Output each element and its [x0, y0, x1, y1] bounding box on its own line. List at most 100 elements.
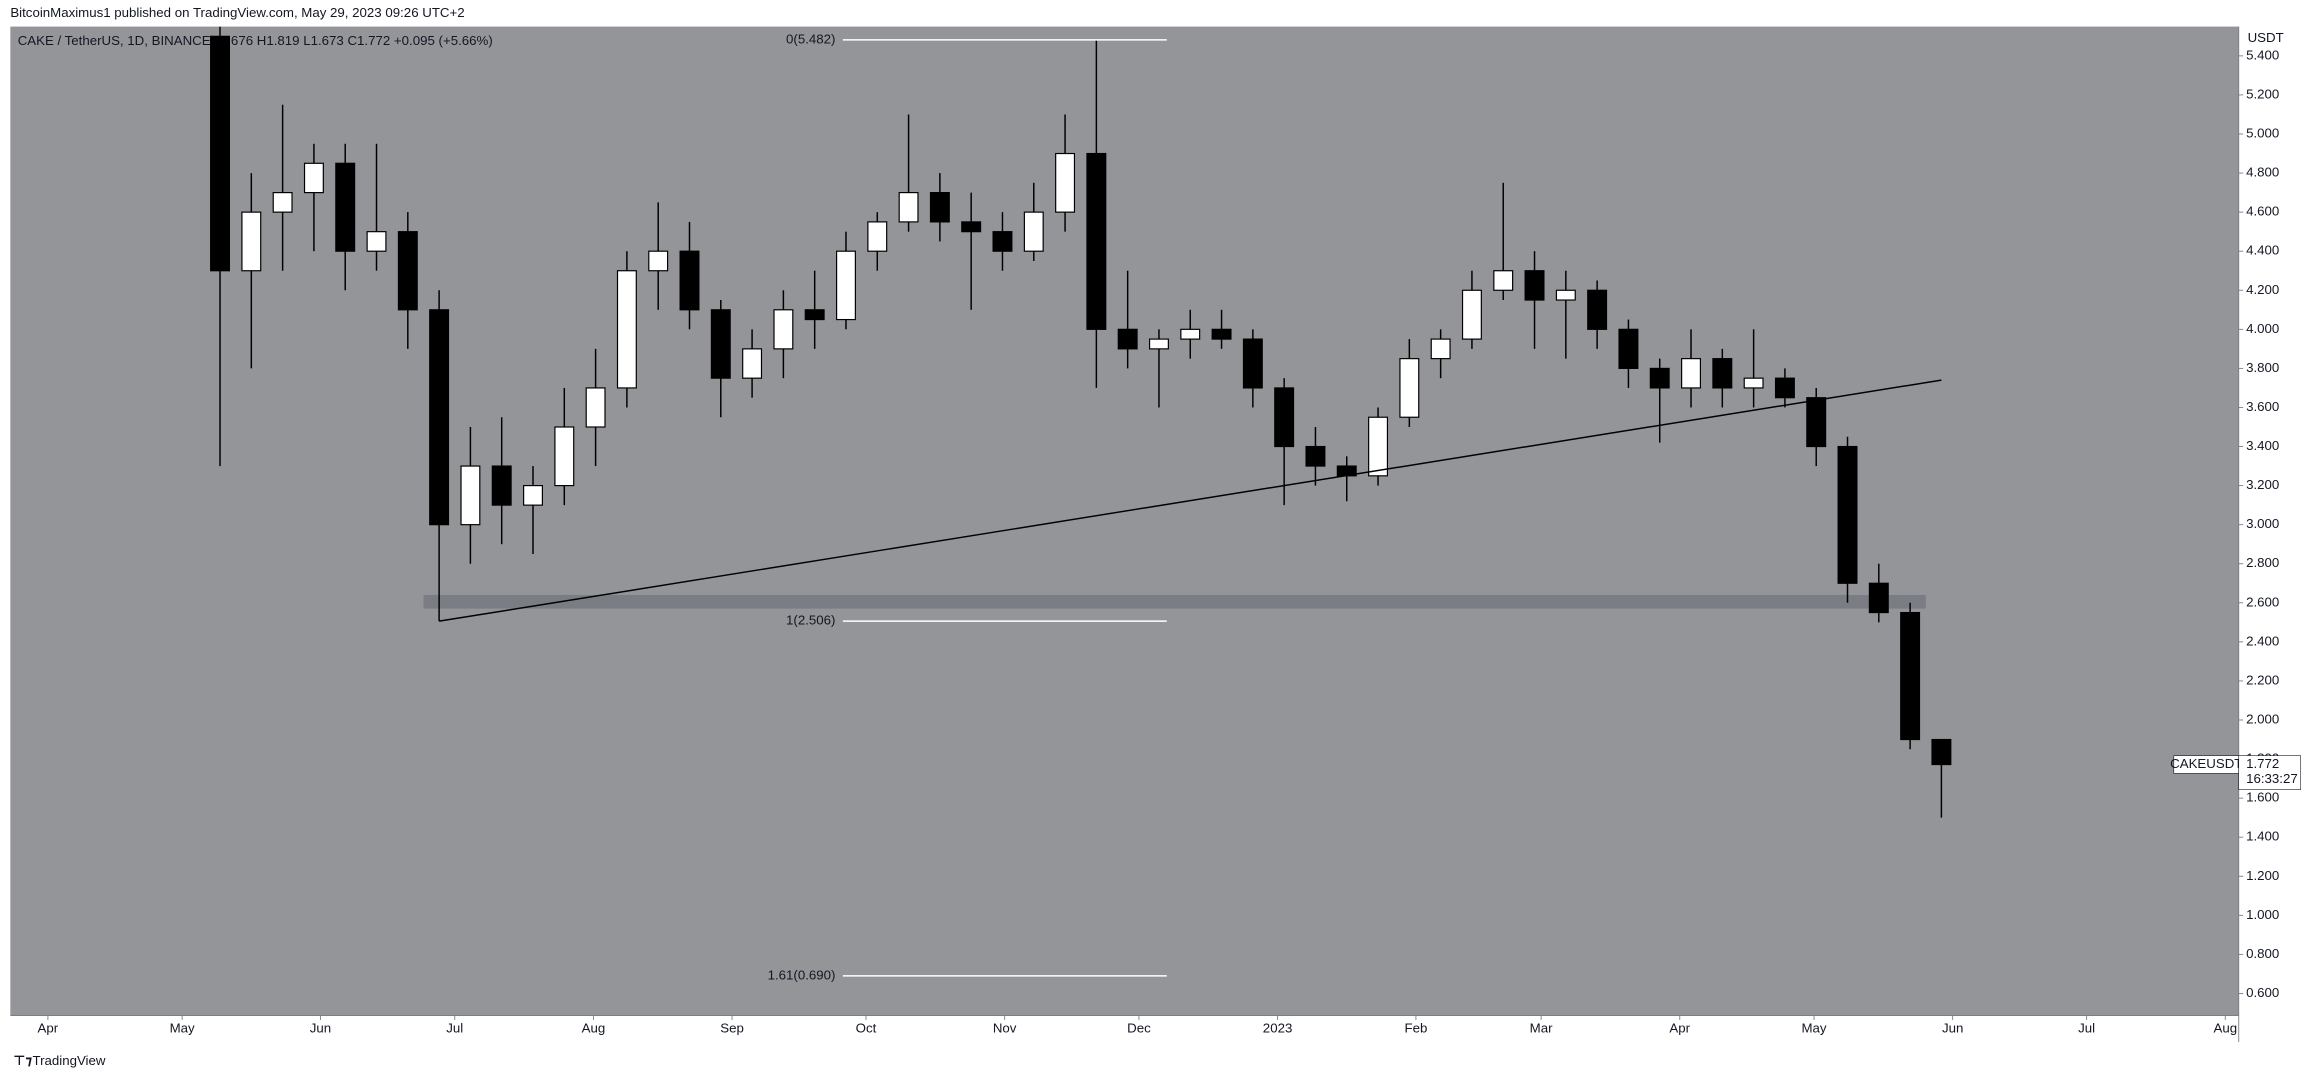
y-tick-label: 3.800 — [2246, 360, 2279, 375]
candle-body — [1180, 328, 1201, 340]
candle-body — [1868, 582, 1889, 614]
candle-body — [1712, 358, 1733, 389]
candle-body — [804, 309, 825, 321]
candle-body — [1493, 270, 1514, 291]
candle-body — [616, 270, 637, 389]
candle-body — [460, 465, 481, 526]
ohlc-summary: O1.676 H1.819 L1.673 C1.772 +0.095 (+5.6… — [210, 33, 493, 48]
price-tag — [2238, 755, 2302, 790]
candle-body — [397, 231, 418, 311]
price-tag-value: 1.772 — [2246, 756, 2279, 771]
price-countdown: 16:33:27 — [2246, 771, 2298, 786]
candle-body — [554, 426, 575, 487]
y-tick-label: 0.800 — [2246, 946, 2279, 961]
candle-body — [1430, 338, 1451, 360]
candle-body — [1368, 416, 1389, 477]
y-tick-label: 0.600 — [2246, 985, 2279, 1000]
candle-body — [742, 348, 763, 379]
x-tick-label: Sep — [720, 1020, 744, 1035]
candle-body — [1055, 152, 1076, 213]
y-tick-label: 2.200 — [2246, 672, 2279, 687]
y-tick-label: 4.400 — [2246, 243, 2279, 258]
candle-body — [1837, 445, 1858, 584]
candle-body — [1274, 387, 1295, 448]
candle-body — [335, 162, 356, 252]
candle-body — [1649, 367, 1670, 389]
candle-body — [1806, 397, 1827, 448]
symbol-tag-label: CAKEUSDT — [2170, 756, 2242, 771]
x-tick-label: May — [1801, 1020, 1826, 1035]
candle-body — [773, 309, 794, 350]
candle-body — [1461, 289, 1482, 340]
x-tick-label: Aug — [582, 1020, 606, 1035]
candle-body — [429, 309, 450, 526]
x-tick-label: May — [170, 1020, 195, 1035]
y-tick-label: 3.200 — [2246, 477, 2279, 492]
candle-body — [585, 387, 606, 428]
candle-body — [836, 250, 856, 321]
candle-body — [210, 35, 231, 272]
candle-body — [929, 192, 950, 223]
candle-body — [1305, 445, 1326, 467]
x-tick-label: Apr — [38, 1020, 59, 1035]
y-axis-unit: USDT — [2248, 30, 2284, 45]
chart-pane — [10, 26, 2239, 1016]
candle-body — [272, 192, 293, 213]
candle-body — [710, 309, 731, 379]
x-tick-label: Jun — [310, 1020, 331, 1035]
candle-body — [992, 231, 1013, 252]
candle-body — [1555, 289, 1576, 301]
candle-body — [1023, 211, 1044, 252]
publisher: BitcoinMaximus1 published on TradingView… — [10, 5, 464, 20]
y-tick-label: 5.200 — [2246, 86, 2279, 101]
y-tick-label: 1.000 — [2246, 907, 2279, 922]
candle-body — [1148, 338, 1169, 350]
footer-logo: ⊤⁊ — [13, 1053, 32, 1068]
candle-body — [303, 162, 324, 194]
candle-body — [366, 231, 387, 252]
y-tick-label: 5.000 — [2246, 126, 2279, 141]
x-tick-label: Nov — [993, 1020, 1017, 1035]
footer: TradingView — [32, 1053, 105, 1068]
candle-body — [867, 221, 888, 252]
candle-body — [1681, 358, 1702, 389]
candle-body — [1117, 328, 1138, 350]
y-tick-label: 4.800 — [2246, 165, 2279, 180]
y-tick-label: 1.200 — [2246, 868, 2279, 883]
x-tick-label: Jul — [2078, 1020, 2095, 1035]
candle-body — [1743, 377, 1764, 389]
x-tick-label: Oct — [856, 1020, 877, 1035]
x-tick-label: Jul — [446, 1020, 463, 1035]
x-tick-label: 2023 — [1263, 1020, 1293, 1035]
y-tick-label: 1.600 — [2246, 790, 2279, 805]
fib-label: 1(2.506) — [786, 613, 835, 628]
candle-body — [1587, 289, 1608, 330]
x-tick-label: Mar — [1530, 1020, 1553, 1035]
y-tick-label: 1.400 — [2246, 829, 2279, 844]
candle-body — [1774, 377, 1795, 399]
fib-label: 0(5.482) — [786, 31, 835, 46]
y-tick-label: 4.200 — [2246, 282, 2279, 297]
y-tick-label: 3.000 — [2246, 516, 2279, 531]
y-tick-label: 2.600 — [2246, 594, 2279, 609]
x-tick-label: Apr — [1669, 1020, 1690, 1035]
plot-area — [210, 26, 1952, 818]
symbol-title: CAKE / TetherUS, 1D, BINANCE — [18, 33, 211, 48]
candle-body — [1086, 152, 1107, 330]
candle-body — [898, 192, 919, 223]
candle-body — [1931, 738, 1952, 766]
y-tick-label: 3.600 — [2246, 399, 2279, 414]
y-tick-label: 3.400 — [2246, 438, 2279, 453]
candle-body — [1211, 328, 1232, 340]
candle-body — [491, 465, 512, 506]
x-tick-label: Jun — [1942, 1020, 1963, 1035]
x-tick-label: Dec — [1127, 1020, 1151, 1035]
candle-body — [1399, 358, 1420, 418]
candle-body — [1900, 611, 1921, 741]
y-tick-label: 2.400 — [2246, 633, 2279, 648]
candle-body — [648, 250, 669, 272]
candle-body — [1618, 328, 1639, 369]
y-tick-label: 4.000 — [2246, 321, 2279, 336]
